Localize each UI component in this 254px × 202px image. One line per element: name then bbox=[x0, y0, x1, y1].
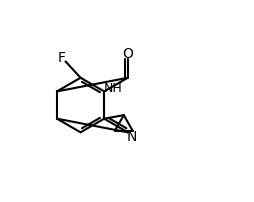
Text: N: N bbox=[126, 130, 137, 144]
Text: O: O bbox=[122, 47, 133, 61]
Text: F: F bbox=[57, 51, 66, 65]
Text: NH: NH bbox=[103, 82, 122, 96]
